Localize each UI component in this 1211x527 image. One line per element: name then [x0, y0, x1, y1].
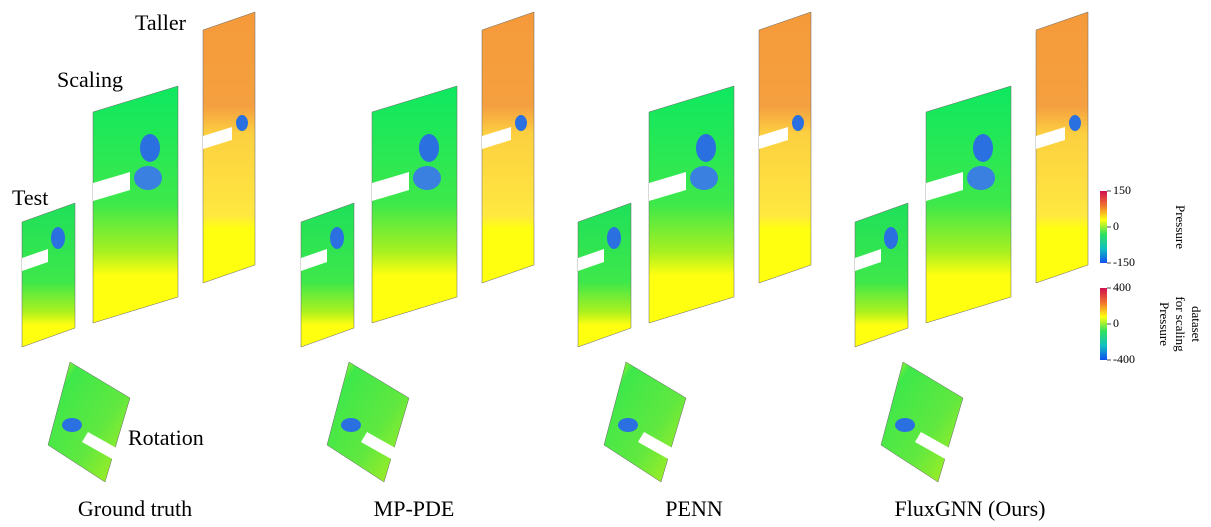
method-title: FluxGNN (Ours): [895, 496, 1046, 521]
panel-label: Taller: [135, 10, 187, 35]
colorbar: [1100, 288, 1107, 360]
colorbar-label: Pressure: [1157, 302, 1172, 346]
colorbar-tick-label: 0: [1113, 316, 1119, 330]
panel-label: Test: [12, 185, 48, 210]
colorbar-label: for scaling: [1173, 296, 1188, 352]
panel-label: Rotation: [128, 425, 204, 450]
colorbar-label: dataset: [1189, 306, 1204, 342]
colorbar-tick-label: -400: [1113, 352, 1135, 366]
panel-group: [301, 12, 534, 482]
method-title: Ground truth: [78, 496, 192, 521]
panel-group: [855, 12, 1088, 482]
figure: Taller Scaling Test Rotation Ground trut…: [0, 0, 1211, 527]
method-title: MP-PDE: [374, 496, 455, 521]
colorbar-tick-label: -150: [1113, 255, 1135, 269]
colorbar: [1100, 191, 1107, 263]
method-title: PENN: [665, 496, 723, 521]
colorbar-tick-label: 400: [1113, 280, 1131, 294]
colorbar-tick-label: 0: [1113, 219, 1119, 233]
colorbar-label: Pressure: [1173, 205, 1188, 249]
panel-label: Scaling: [57, 67, 123, 92]
panel-group: [578, 12, 811, 482]
colorbar-tick-label: 150: [1113, 183, 1131, 197]
